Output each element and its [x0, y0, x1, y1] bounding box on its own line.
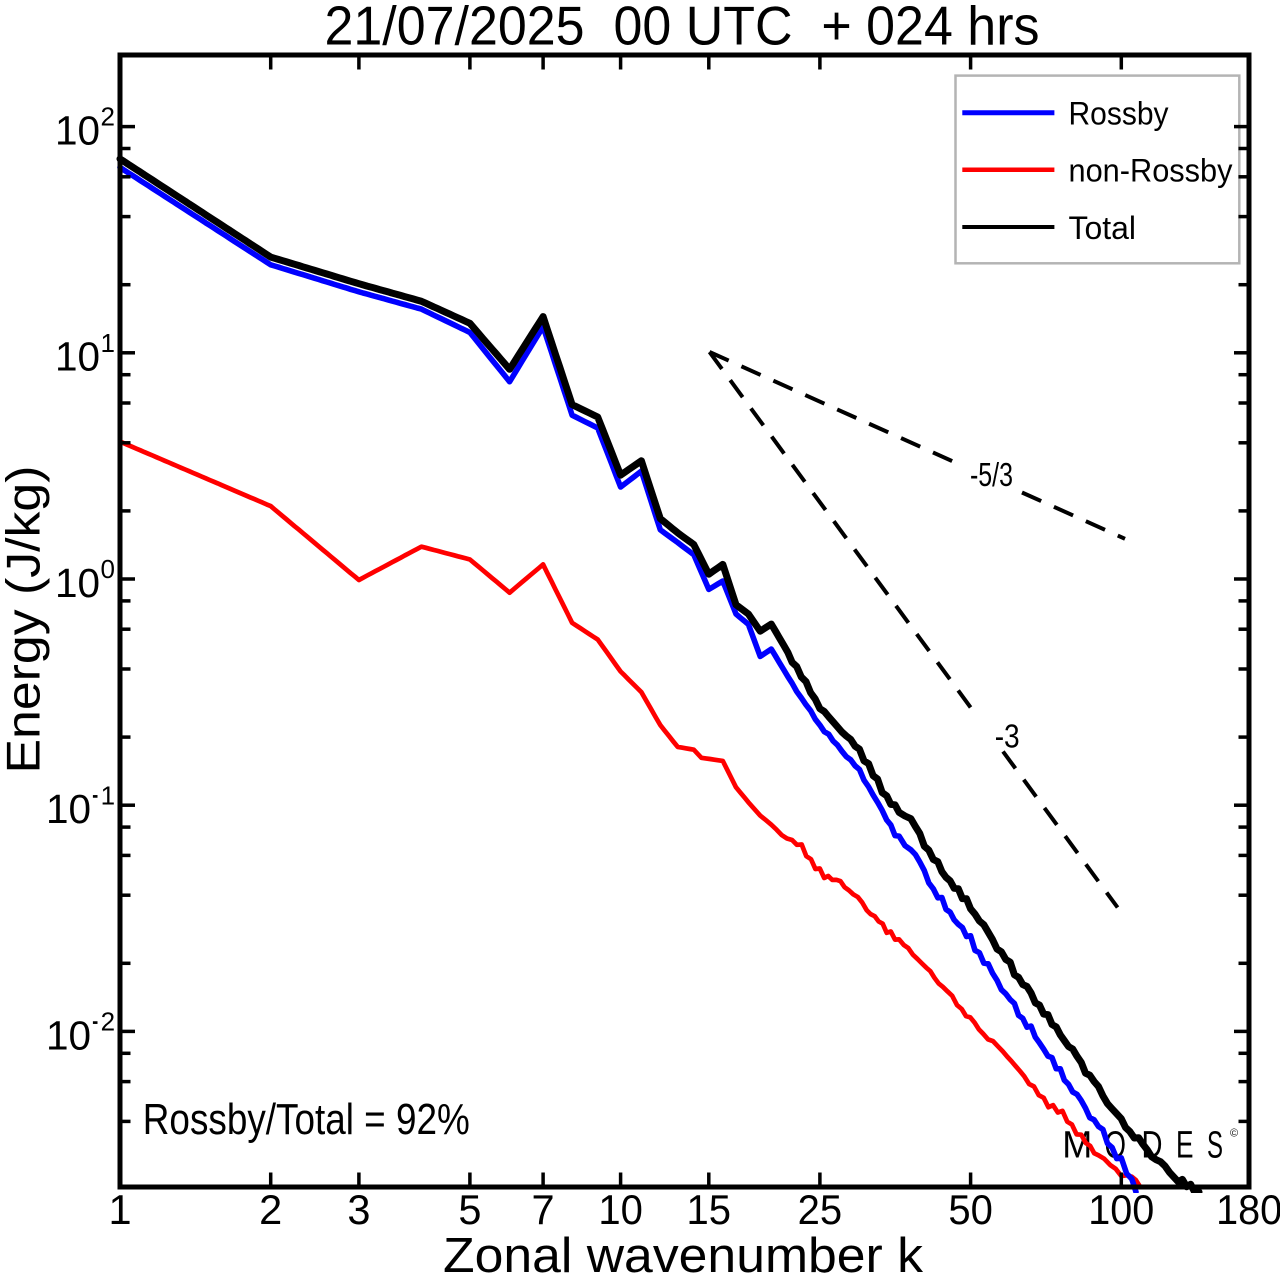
svg-text:180: 180 — [1216, 1186, 1280, 1233]
svg-text:10: 10 — [46, 1012, 91, 1058]
svg-text:100: 100 — [1088, 1186, 1154, 1233]
svg-text:2: 2 — [101, 102, 115, 132]
svg-text:S: S — [1207, 1124, 1223, 1166]
svg-text:2: 2 — [101, 1007, 115, 1037]
svg-text:10: 10 — [55, 560, 100, 606]
svg-text:-5/3: -5/3 — [970, 457, 1013, 494]
svg-text:Rossby/Total = 92%: Rossby/Total = 92% — [143, 1096, 470, 1144]
svg-text:1: 1 — [101, 780, 115, 810]
svg-text:Zonal wavenumber k: Zonal wavenumber k — [443, 1229, 924, 1281]
svg-text:10: 10 — [55, 108, 100, 154]
svg-text:50: 50 — [948, 1186, 993, 1233]
svg-text:Total: Total — [1069, 210, 1137, 246]
svg-text:1: 1 — [108, 1186, 131, 1233]
svg-text:15: 15 — [687, 1186, 732, 1233]
svg-text:7: 7 — [532, 1186, 555, 1233]
svg-text:©: © — [1230, 1128, 1238, 1140]
svg-text:10: 10 — [598, 1186, 643, 1233]
svg-text:10: 10 — [55, 334, 100, 380]
svg-text:-3: -3 — [995, 719, 1020, 756]
svg-text:non-Rossby: non-Rossby — [1069, 153, 1234, 189]
svg-text:10: 10 — [46, 786, 91, 832]
svg-text:0: 0 — [101, 554, 115, 584]
svg-text:O: O — [1105, 1124, 1127, 1166]
svg-text:3: 3 — [347, 1186, 370, 1233]
svg-text:E: E — [1176, 1124, 1194, 1166]
svg-text:Rossby: Rossby — [1069, 96, 1170, 132]
svg-text:25: 25 — [798, 1186, 843, 1233]
svg-text:21/07/2025 00 UTC + 024 hrs: 21/07/2025 00 UTC + 024 hrs — [325, 0, 1040, 57]
svg-text:5: 5 — [458, 1186, 481, 1233]
svg-text:Energy (J/kg): Energy (J/kg) — [0, 466, 50, 774]
svg-text:2: 2 — [259, 1186, 282, 1233]
svg-text:1: 1 — [101, 328, 115, 358]
